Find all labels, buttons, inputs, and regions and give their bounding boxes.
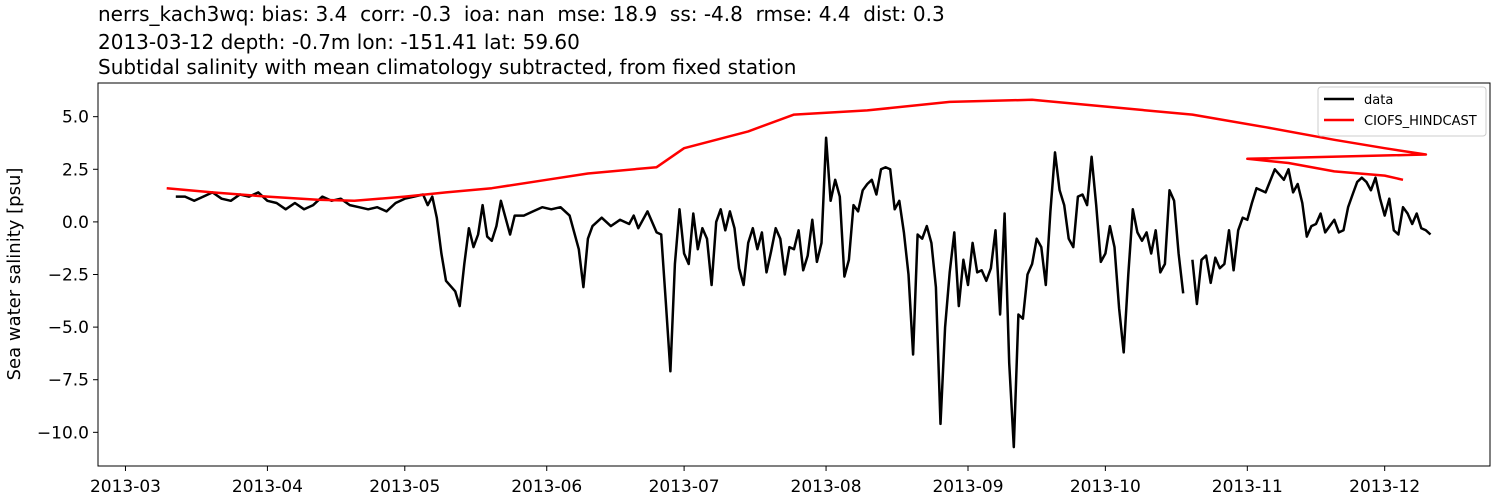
axes-layer: 2013-03 2013-04 2013-05 2013-06 2013-07 2013-… (37, 108, 1420, 497)
y-axis-label: Sea water salinity [psu] (4, 168, 25, 381)
x-tick-label: 2013-08 (791, 477, 862, 497)
chart-title-metrics: nerrs_kach3wq: bias: 3.4 corr: -0.3 ioa:… (98, 2, 945, 26)
chart-title-description: Subtidal salinity with mean climatology … (98, 55, 797, 79)
x-tick-label: 2013-10 (1070, 477, 1141, 497)
x-tick-label: 2013-06 (511, 477, 582, 497)
x-tick-label: 2013-09 (932, 477, 1003, 497)
y-tick-label: 0.0 (62, 213, 89, 233)
x-tick-label: 2013-04 (232, 477, 303, 497)
x-tick-label: 2013-12 (1349, 477, 1420, 497)
y-tick-label: −10.0 (37, 423, 89, 443)
legend-label-data: data (1364, 93, 1393, 108)
x-tick-label: 2013-03 (90, 477, 161, 497)
series-line-ciofs-hindcast (166, 98, 1428, 203)
y-tick-label: −5.0 (48, 318, 89, 338)
x-tick-label: 2013-05 (369, 477, 440, 497)
y-tick-label: −7.5 (48, 371, 89, 391)
legend-label-ciofs-hindcast: CIOFS_HINDCAST (1364, 114, 1477, 129)
chart-title-station-info: 2013-03-12 depth: -0.7m lon: -151.41 lat… (98, 30, 580, 54)
y-tick-label: 2.5 (62, 160, 89, 180)
x-tick-label: 2013-11 (1212, 477, 1283, 497)
legend-box (1317, 86, 1487, 137)
y-tick-label: 5.0 (62, 108, 89, 128)
series-line-data (175, 136, 1185, 449)
series-line-data (1191, 168, 1432, 306)
plot-area (98, 83, 1490, 466)
series-layer (166, 98, 1432, 449)
x-tick-label: 2013-07 (649, 477, 720, 497)
y-tick-label: −2.5 (48, 266, 89, 286)
legend: data CIOFS_HINDCAST (1317, 86, 1487, 137)
plot-frame (97, 82, 1491, 467)
